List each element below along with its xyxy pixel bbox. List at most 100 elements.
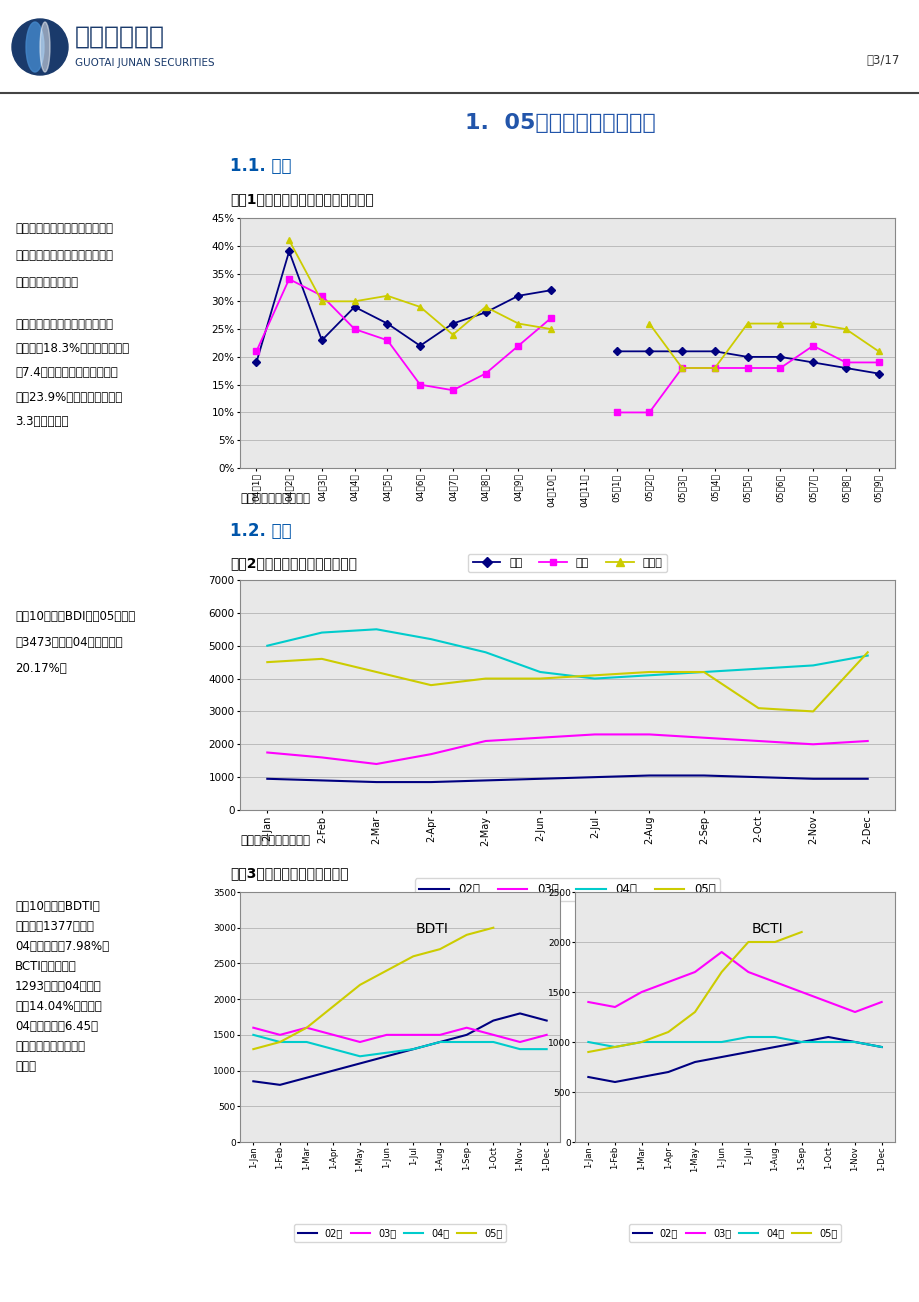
货物	[545, 283, 556, 298]
02年	[742, 1044, 753, 1060]
04年	[487, 1034, 498, 1049]
03年	[407, 1027, 418, 1043]
05年	[742, 935, 753, 950]
02年	[875, 1039, 886, 1055]
02年	[698, 768, 709, 784]
04年	[380, 1046, 391, 1061]
03年	[807, 737, 818, 753]
Text: BDTI: BDTI	[415, 922, 448, 936]
货物	[381, 316, 392, 332]
Text: 为3473点，较04年同期下跌: 为3473点，较04年同期下跌	[15, 637, 122, 650]
Text: 数据来源：中国交通部: 数据来源：中国交通部	[240, 492, 310, 505]
货物	[414, 339, 425, 354]
03年	[608, 999, 619, 1014]
03年	[460, 1019, 471, 1035]
外贸	[480, 366, 491, 381]
03年	[662, 974, 673, 990]
03年	[795, 984, 806, 1000]
02年	[768, 1039, 779, 1055]
03年	[582, 995, 593, 1010]
03年	[534, 730, 545, 746]
05年	[608, 1039, 619, 1055]
Line: 04年: 04年	[587, 1036, 880, 1047]
03年	[643, 727, 654, 742]
05年	[589, 668, 600, 684]
03年	[635, 984, 646, 1000]
04年	[274, 1034, 285, 1049]
03年	[715, 944, 726, 960]
02年	[407, 1042, 418, 1057]
02年	[380, 1048, 391, 1064]
Legend: 02年, 03年, 04年, 05年: 02年, 03年, 04年, 05年	[414, 879, 720, 901]
05年	[354, 976, 365, 992]
Text: 1.  05年前三季度行业回顾: 1. 05年前三季度行业回顾	[464, 113, 654, 133]
02年	[807, 771, 818, 786]
外贸	[545, 310, 556, 326]
03年	[274, 1027, 285, 1043]
05年	[480, 671, 491, 686]
05年	[262, 655, 273, 671]
05年	[407, 948, 418, 963]
集装箱	[316, 293, 327, 309]
02年	[327, 1062, 338, 1078]
04年	[698, 664, 709, 680]
外贸	[348, 322, 359, 337]
Line: 外贸: 外贸	[254, 276, 553, 393]
04年	[540, 1042, 551, 1057]
Line: 集装箱: 集装箱	[285, 237, 554, 339]
Text: 增长23.9%，较去年同期下降: 增长23.9%，较去年同期下降	[15, 391, 122, 404]
Text: 截至10月末，BDI指数05年平均: 截至10月末，BDI指数05年平均	[15, 611, 135, 622]
集装箱	[381, 288, 392, 303]
03年	[370, 756, 381, 772]
03年	[262, 745, 273, 760]
02年	[822, 1029, 833, 1044]
02年	[861, 771, 872, 786]
03年	[327, 1027, 338, 1043]
Text: 降7.4个百分点；集装箱吞吐量: 降7.4个百分点；集装箱吞吐量	[15, 366, 118, 379]
02年	[753, 769, 764, 785]
05年	[316, 651, 327, 667]
05年	[807, 703, 818, 719]
外贸	[283, 271, 294, 286]
Text: 前三季度，我国港口吞吐量增速: 前三季度，我国港口吞吐量增速	[15, 223, 113, 234]
03年	[875, 995, 886, 1010]
04年	[407, 1042, 418, 1057]
货物	[316, 332, 327, 348]
05年	[635, 1034, 646, 1049]
02年	[608, 1074, 619, 1090]
03年	[848, 1004, 859, 1019]
02年	[434, 1034, 445, 1049]
集装箱	[512, 316, 523, 332]
05年	[861, 644, 872, 660]
03年	[301, 1019, 312, 1035]
05年	[662, 1025, 673, 1040]
货物	[447, 316, 458, 332]
外贸	[414, 376, 425, 392]
货物	[283, 243, 294, 259]
05年	[460, 927, 471, 943]
05年	[370, 664, 381, 680]
04年	[301, 1034, 312, 1049]
05年	[274, 1034, 285, 1049]
03年	[480, 733, 491, 749]
02年	[715, 1049, 726, 1065]
Line: 05年: 05年	[587, 932, 800, 1052]
Legend: 02年, 03年, 04年, 05年: 02年, 03年, 04年, 05年	[293, 1224, 505, 1242]
04年	[582, 1034, 593, 1049]
外贸	[251, 344, 262, 359]
Text: 数据来源：中国航贸网: 数据来源：中国航贸网	[240, 835, 310, 848]
外贸	[512, 339, 523, 354]
05年	[698, 664, 709, 680]
04年	[354, 1048, 365, 1064]
外贸	[316, 288, 327, 303]
集装箱	[283, 233, 294, 249]
集装箱	[480, 299, 491, 315]
02年	[460, 1027, 471, 1043]
05年	[582, 1044, 593, 1060]
05年	[643, 664, 654, 680]
04年	[589, 671, 600, 686]
03年	[514, 1034, 525, 1049]
Line: 02年: 02年	[267, 776, 867, 783]
02年	[662, 1064, 673, 1079]
04年	[753, 661, 764, 677]
